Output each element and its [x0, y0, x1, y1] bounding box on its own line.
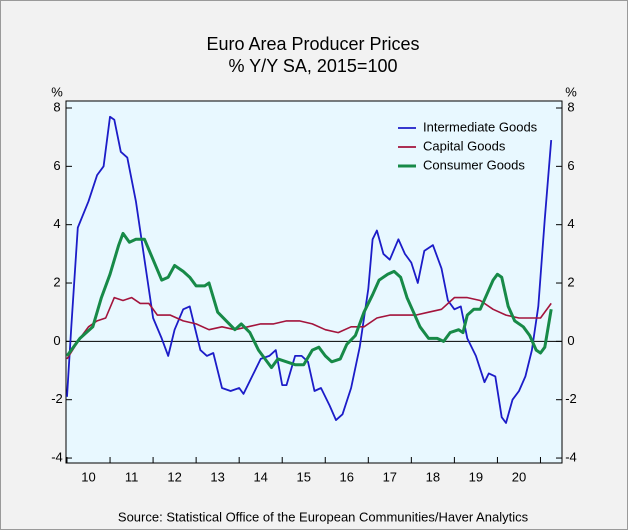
x-tick-label: 15 — [297, 469, 311, 484]
x-tick-label: 10 — [81, 469, 95, 484]
x-tick-label: 12 — [167, 469, 181, 484]
x-tick-label: 11 — [125, 469, 139, 484]
y-tick-label: 4 — [53, 216, 60, 231]
y2-tick-label: 6 — [567, 158, 574, 173]
y-tick-label: 8 — [53, 99, 60, 114]
legend-label: Intermediate Goods — [423, 119, 538, 134]
y-tick-label: 2 — [53, 274, 60, 289]
series-line — [66, 296, 552, 360]
series-line — [65, 231, 553, 370]
y-tick-label: -4 — [51, 449, 63, 464]
x-tick-label: 19 — [469, 469, 483, 484]
y2-tick-label: -2 — [565, 391, 577, 406]
y2-tick-label: 2 — [567, 274, 574, 289]
y2-axis-label: % — [565, 84, 577, 99]
legend-label: Consumer Goods — [423, 157, 525, 172]
x-tick-label: 20 — [512, 469, 526, 484]
y-tick-label: 6 — [53, 158, 60, 173]
plot: -4 -4 -2 -2 0 0 2 2 4 4 6 6 8 8 10 11 12 13 14 15 16 17 18 19 20… — [51, 99, 577, 484]
y-tick-label: -2 — [51, 391, 63, 406]
x-tick-label: 14 — [253, 469, 267, 484]
y-tick-label: 0 — [53, 333, 60, 348]
y2-tick-label: 0 — [567, 333, 574, 348]
chart-subtitle: % Y/Y SA, 2015=100 — [229, 56, 398, 76]
y2-tick-label: 8 — [567, 99, 574, 114]
y-axis-label: % — [51, 84, 63, 99]
x-tick-label: 13 — [210, 469, 224, 484]
source-note: Source: Statistical Office of the Europe… — [118, 509, 529, 524]
x-tick-label: 17 — [383, 469, 397, 484]
x-tick-label: 18 — [426, 469, 440, 484]
y2-tick-label: 4 — [567, 216, 574, 231]
series-line — [66, 115, 553, 424]
x-tick-label: 16 — [340, 469, 354, 484]
y2-tick-label: -4 — [565, 449, 577, 464]
chart-title: Euro Area Producer Prices — [206, 34, 419, 54]
legend-label: Capital Goods — [423, 138, 506, 153]
plot-area — [65, 100, 563, 464]
